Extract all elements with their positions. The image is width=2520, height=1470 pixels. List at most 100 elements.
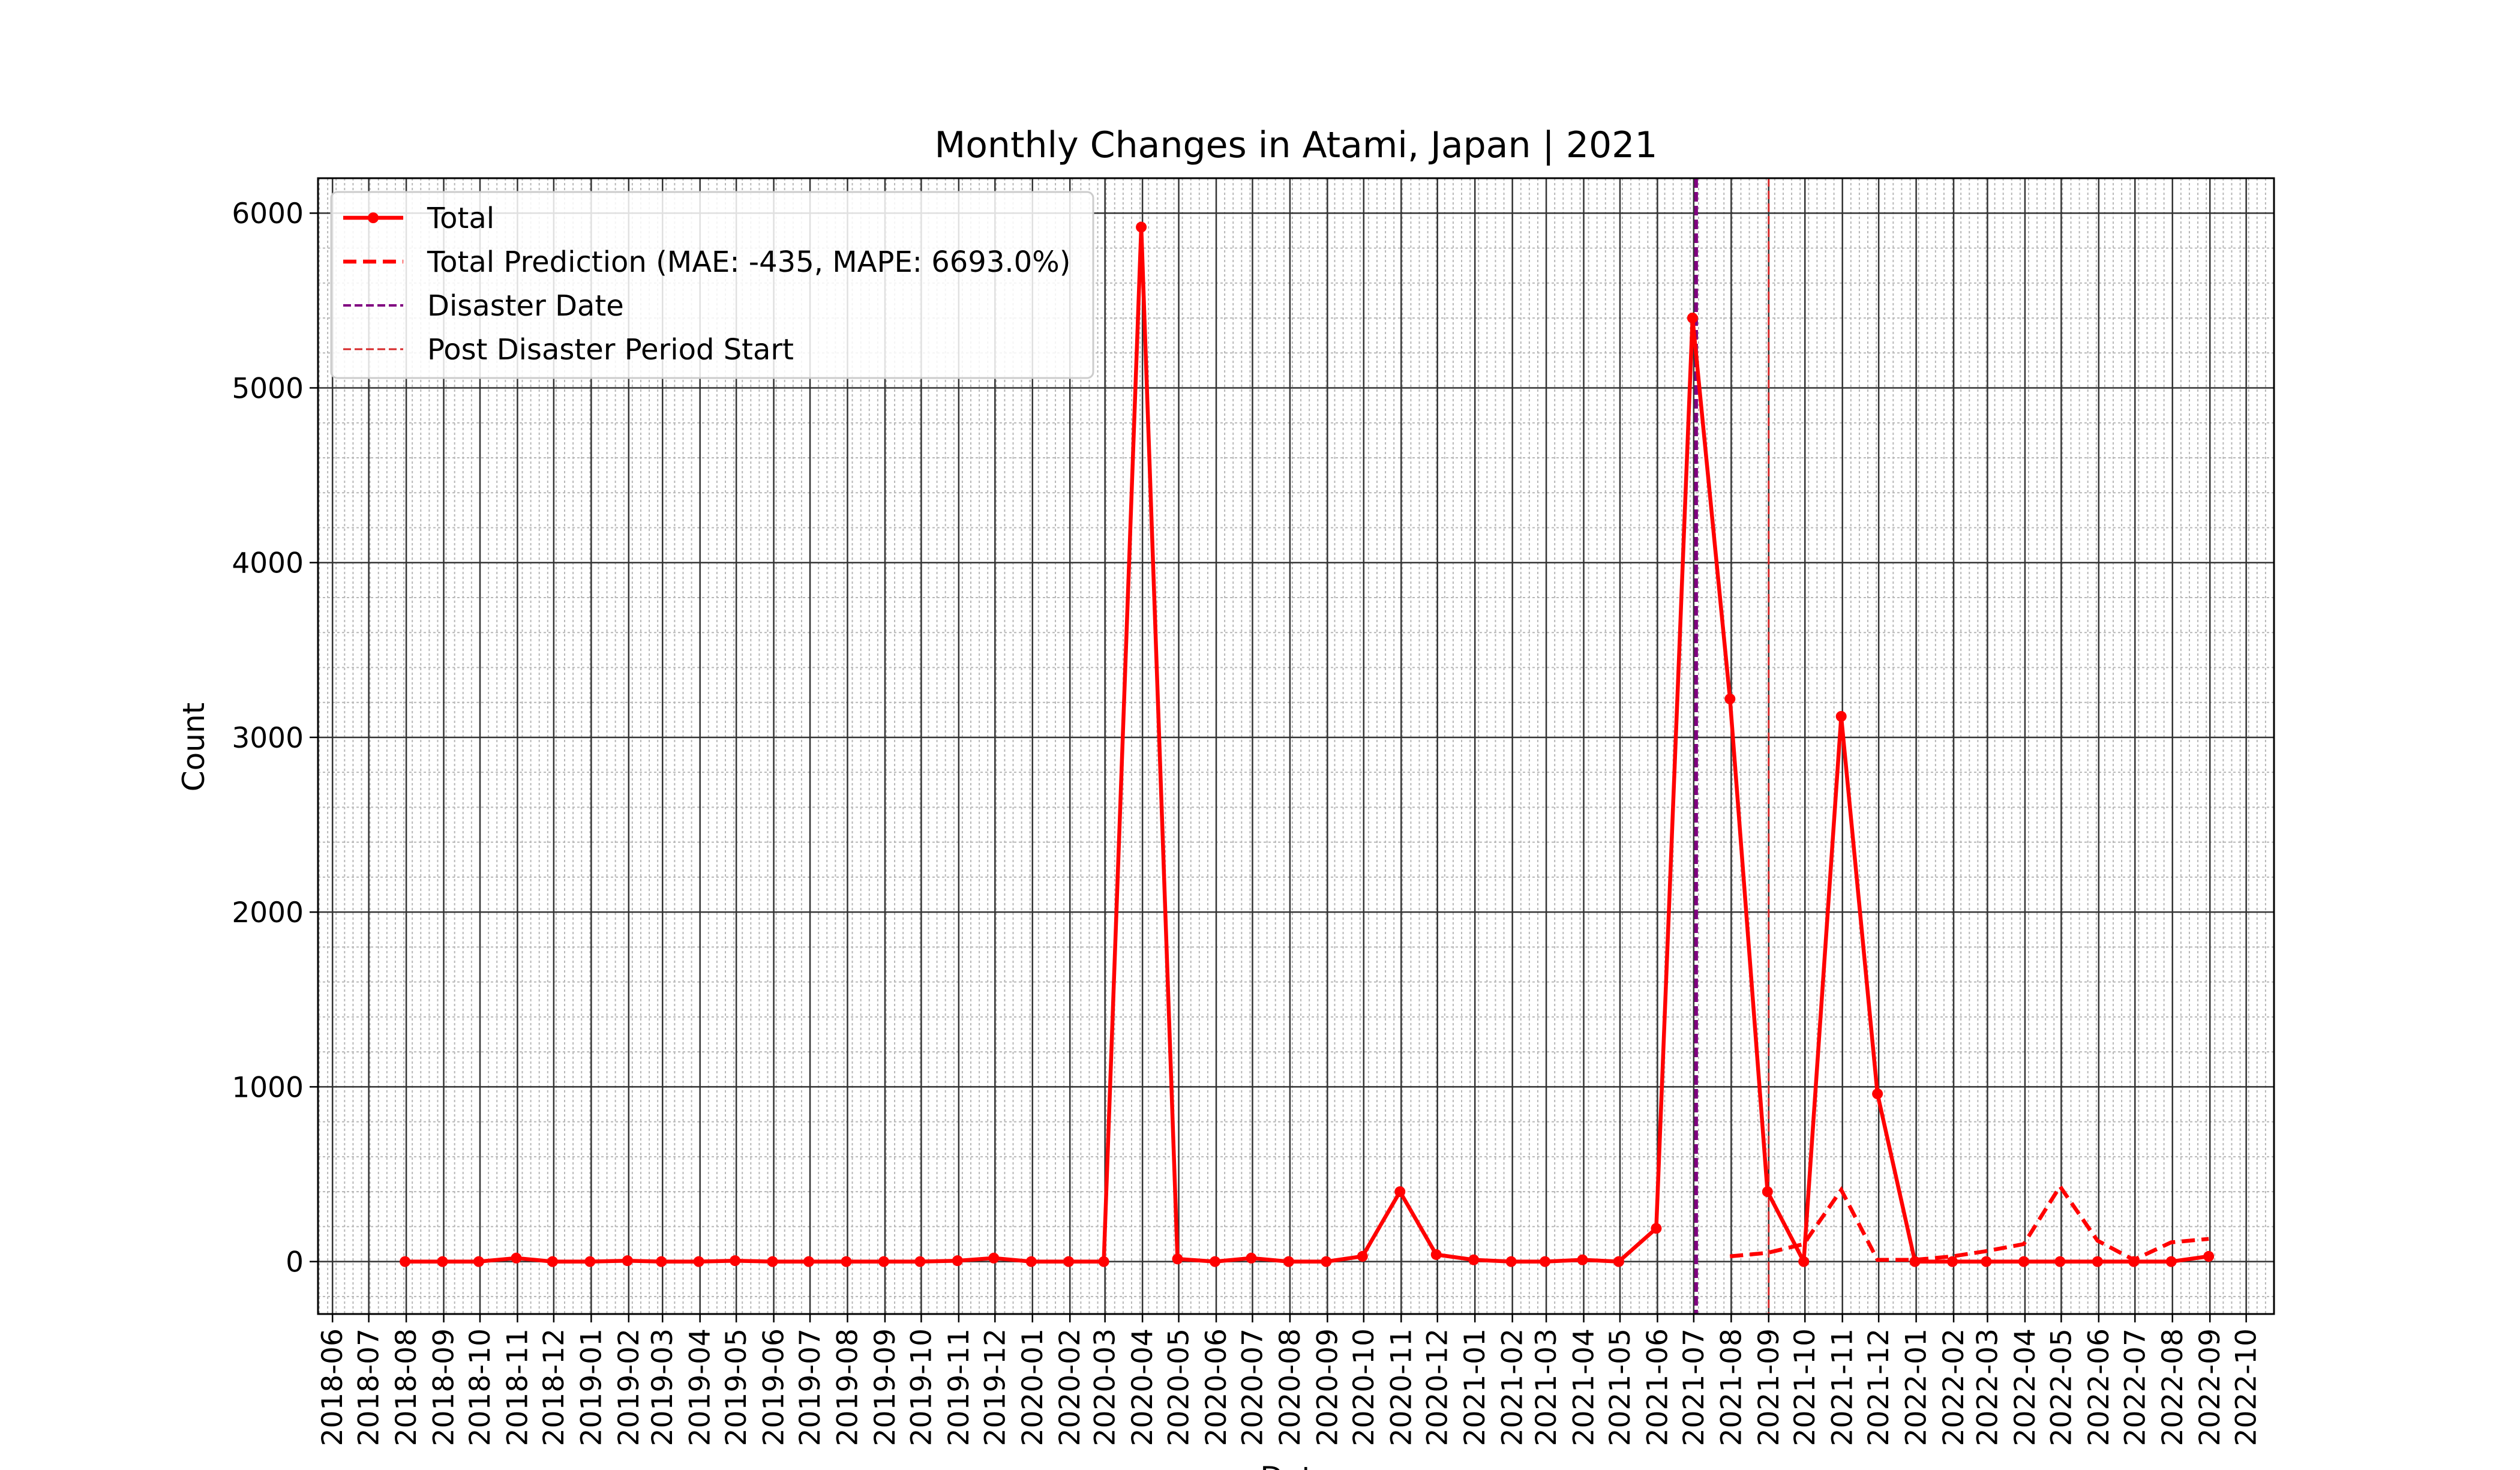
total-series-point: [914, 1256, 926, 1267]
total-series-point: [1136, 221, 1147, 233]
total-series-point: [1025, 1256, 1037, 1267]
total-series-point: [952, 1255, 963, 1267]
legend-post-disaster-label: Post Disaster Period Start: [427, 333, 794, 367]
x-tick-label: 2020-12: [1421, 1328, 1454, 1446]
y-tick-label: 6000: [232, 197, 304, 230]
x-tick-label: 2018-07: [353, 1328, 386, 1446]
x-tick-label: 2021-01: [1459, 1328, 1492, 1446]
total-series-point: [2018, 1256, 2029, 1267]
x-tick-label: 2019-04: [684, 1328, 717, 1446]
y-tick-label: 3000: [232, 722, 304, 755]
total-series-point: [547, 1256, 558, 1267]
total-series-point: [1947, 1256, 1958, 1267]
x-tick-label: 2018-10: [464, 1328, 497, 1446]
total-series-point: [1872, 1088, 1883, 1100]
x-tick-label: 2020-11: [1385, 1328, 1418, 1446]
total-series-point: [1909, 1256, 1921, 1267]
total-series-point: [2128, 1256, 2140, 1267]
y-tick-label: 4000: [232, 547, 304, 580]
total-series-point: [1613, 1256, 1624, 1267]
total-series-point: [1724, 693, 1736, 704]
legend-total-marker: [368, 212, 379, 223]
total-series-point: [437, 1256, 448, 1267]
x-axis-label: Date: [1260, 1460, 1332, 1470]
x-tick-label: 2018-11: [501, 1328, 534, 1446]
total-series-point: [1063, 1256, 1075, 1267]
x-tick-label: 2022-07: [2119, 1328, 2152, 1446]
x-tick-label: 2019-06: [758, 1328, 791, 1446]
axes-frame: [317, 177, 2275, 1315]
x-tick-label: 2020-10: [1348, 1328, 1381, 1446]
total-series-point: [1210, 1256, 1221, 1267]
total-series-point: [473, 1256, 484, 1267]
total-series-point: [1651, 1223, 1662, 1234]
x-tick-label: 2019-05: [720, 1328, 753, 1446]
legend-prediction-label: Total Prediction (MAE: -435, MAPE: 6693.…: [427, 245, 1071, 279]
x-tick-label: 2022-01: [1900, 1328, 1933, 1446]
prediction-series-line: [1729, 1183, 2209, 1262]
x-tick-label: 2022-04: [2009, 1328, 2042, 1446]
x-tick-label: 2021-11: [1826, 1328, 1859, 1446]
total-series-point: [878, 1256, 889, 1267]
total-series-point: [841, 1256, 852, 1267]
x-tick-label: 2022-05: [2045, 1328, 2078, 1446]
x-tick-label: 2022-02: [1937, 1328, 1970, 1446]
total-series-point: [2203, 1250, 2215, 1262]
legend-disaster-date-label: Disaster Date: [427, 289, 624, 323]
x-tick-label: 2019-03: [646, 1328, 679, 1446]
total-series-point: [511, 1252, 522, 1264]
x-tick-label: 2020-08: [1274, 1328, 1307, 1446]
total-series-point: [656, 1256, 667, 1267]
x-tick-label: 2018-08: [390, 1328, 423, 1446]
x-tick-label: 2019-10: [905, 1328, 938, 1446]
x-tick-label: 2020-02: [1054, 1328, 1087, 1446]
total-series-point: [1762, 1186, 1773, 1198]
legend: Total Total Prediction (MAE: -435, MAPE: …: [330, 191, 1094, 379]
total-series-line: [405, 225, 2209, 1264]
total-series-point: [1246, 1252, 1257, 1264]
x-tick-label: 2020-09: [1311, 1328, 1344, 1446]
x-tick-label: 2022-08: [2156, 1328, 2189, 1446]
x-tick-label: 2019-01: [575, 1328, 608, 1446]
total-series-point: [1172, 1253, 1183, 1265]
x-tick-label: 2020-06: [1200, 1328, 1233, 1446]
y-tick-label: 5000: [232, 372, 304, 405]
y-axis-label: Count: [176, 703, 211, 792]
x-tick-label: 2021-03: [1530, 1328, 1563, 1446]
total-series-point: [803, 1256, 815, 1267]
x-tick-label: 2021-08: [1715, 1328, 1748, 1446]
total-series-point: [1321, 1256, 1332, 1267]
total-series-point: [1577, 1254, 1588, 1265]
x-tick-label: 2022-03: [1971, 1328, 2004, 1446]
total-series-point: [767, 1256, 778, 1267]
total-series-point: [1687, 312, 1698, 323]
x-tick-label: 2021-02: [1496, 1328, 1529, 1446]
y-tick-label: 0: [286, 1246, 304, 1279]
x-tick-label: 2018-09: [428, 1328, 461, 1446]
total-series-point: [584, 1256, 596, 1267]
x-tick-label: 2019-09: [869, 1328, 902, 1446]
x-tick-label: 2022-10: [2230, 1328, 2263, 1446]
total-series-point: [622, 1255, 633, 1267]
total-series-point: [1540, 1256, 1551, 1267]
x-tick-label: 2021-07: [1678, 1328, 1711, 1446]
x-tick-label: 2019-08: [831, 1328, 864, 1446]
x-tick-label: 2020-03: [1089, 1328, 1122, 1446]
x-tick-label: 2019-07: [794, 1328, 827, 1446]
y-tick-label: 2000: [232, 896, 304, 929]
x-tick-label: 2022-06: [2083, 1328, 2116, 1446]
total-series-point: [1835, 710, 1847, 722]
legend-total-label: Total: [427, 202, 494, 235]
x-tick-label: 2021-06: [1641, 1328, 1674, 1446]
x-tick-label: 2019-11: [943, 1328, 976, 1446]
x-tick-label: 2019-12: [979, 1328, 1012, 1446]
total-series-point: [988, 1252, 1000, 1264]
x-tick-label: 2022-09: [2194, 1328, 2227, 1446]
total-series-point: [2165, 1256, 2177, 1267]
x-tick-label: 2019-02: [613, 1328, 646, 1446]
y-tick-label: 1000: [232, 1071, 304, 1104]
chart-title: Monthly Changes in Atami, Japan | 2021: [934, 124, 1657, 166]
total-series-point: [2054, 1256, 2066, 1267]
total-series-point: [1098, 1256, 1109, 1267]
